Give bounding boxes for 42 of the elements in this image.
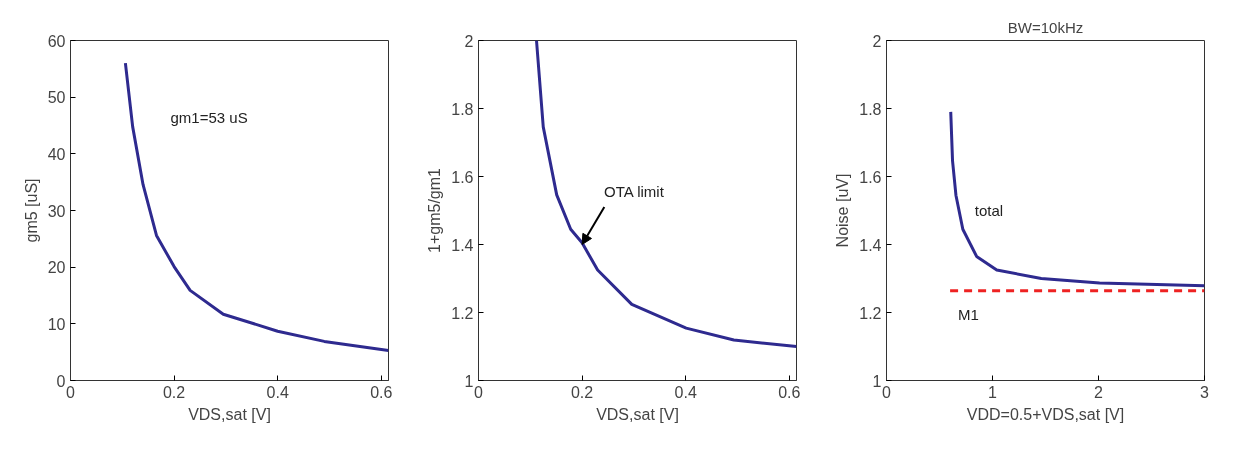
y-axis-title: gm5 [uS] bbox=[22, 178, 40, 243]
y-tick-label: 10 bbox=[47, 315, 66, 333]
x-axis-title: VDS,sat [V] bbox=[188, 405, 271, 423]
y-axis-title: Noise [uV] bbox=[834, 173, 852, 248]
y-tick-label: 2 bbox=[464, 32, 474, 50]
x-tick-label: 0.4 bbox=[266, 383, 289, 401]
line-series bbox=[535, 40, 797, 348]
series-label: M1 bbox=[958, 305, 979, 323]
y-tick-label: 50 bbox=[47, 89, 66, 107]
y-tick-label: 1.2 bbox=[451, 304, 474, 322]
y-tick-label: 1.8 bbox=[451, 100, 474, 118]
y-tick-label: 40 bbox=[47, 145, 66, 163]
series-label: total bbox=[974, 202, 1004, 220]
y-tick-label: 1.4 bbox=[451, 236, 474, 254]
x-axis-title: VDS,sat [V] bbox=[596, 405, 679, 423]
line-series bbox=[949, 110, 1205, 288]
y-tick-label: 60 bbox=[47, 32, 66, 50]
x-tick-label: 0.2 bbox=[162, 383, 186, 401]
y-tick-label: 2 bbox=[872, 32, 882, 50]
x-tick-label: 2 bbox=[1094, 383, 1104, 401]
y-tick-label: 1 bbox=[872, 372, 882, 390]
annotation: OTA limit bbox=[604, 182, 665, 200]
y-tick-label: 0 bbox=[56, 372, 66, 390]
line-series bbox=[123, 61, 389, 352]
y-tick-label: 30 bbox=[47, 202, 66, 220]
x-axis-title: VDD=0.5+VDS,sat [V] bbox=[966, 405, 1125, 423]
x-tick-label: 1 bbox=[988, 383, 998, 401]
y-tick-label: 1.2 bbox=[859, 304, 882, 322]
y-tick-label: 1.4 bbox=[859, 236, 882, 254]
x-tick-label: 0.6 bbox=[370, 383, 393, 401]
annotation: gm1=53 uS bbox=[170, 108, 248, 126]
chart-title: BW=10kHz bbox=[1007, 18, 1084, 36]
y-tick-label: 1.6 bbox=[859, 168, 882, 186]
y-axis-title: 1+gm5/gm1 bbox=[426, 167, 444, 253]
x-tick-label: 0.4 bbox=[674, 383, 697, 401]
x-tick-label: 3 bbox=[1200, 383, 1210, 401]
x-tick-label: 0.6 bbox=[778, 383, 801, 401]
x-tick-label: 0.2 bbox=[570, 383, 594, 401]
y-tick-label: 1.8 bbox=[859, 100, 882, 118]
y-tick-label: 1 bbox=[464, 372, 474, 390]
y-tick-label: 1.6 bbox=[451, 168, 474, 186]
y-tick-label: 20 bbox=[47, 259, 66, 277]
